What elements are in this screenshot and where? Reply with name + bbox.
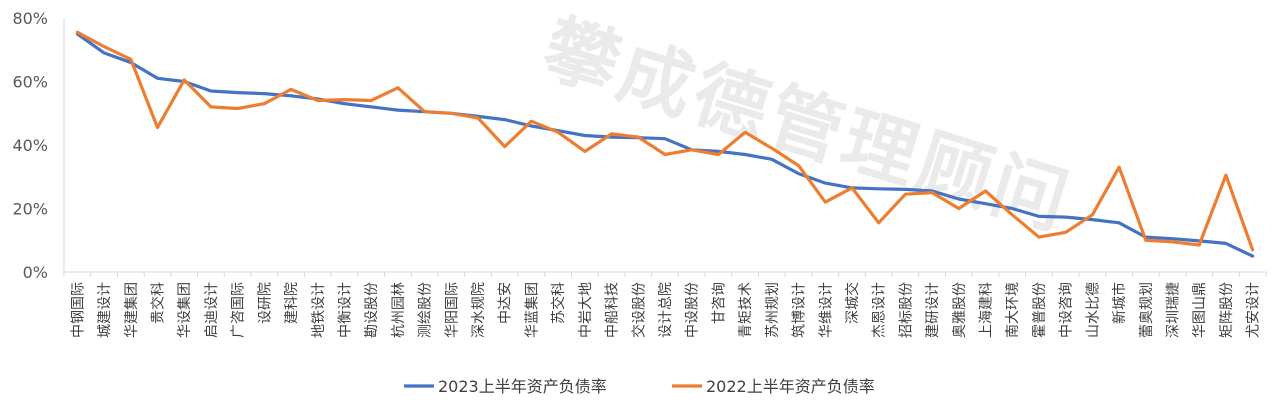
- x-tick-label: 甘咨询: [711, 282, 727, 324]
- x-tick-label: 设研院: [257, 282, 273, 324]
- x-tick-label: 新城市: [1111, 282, 1128, 324]
- x-tick-label: 中钢国际: [70, 282, 86, 338]
- x-tick-label: 华建集团: [123, 282, 140, 338]
- x-tick-label: 蕾奥规划: [1138, 282, 1155, 338]
- x-tick-label: 深圳瑞捷: [1166, 282, 1182, 338]
- legend-label: 2022上半年资产负债率: [706, 377, 875, 396]
- x-tick-label: 华阳国际: [444, 282, 460, 338]
- x-tick-label: 建研设计: [925, 282, 941, 338]
- x-tick-label: 贵交科: [149, 282, 166, 324]
- x-tick-label: 矩阵股份: [1219, 282, 1235, 338]
- series-line-2022: [75, 30, 1255, 252]
- x-tick-label: 尤安设计: [1246, 282, 1262, 338]
- x-tick-label: 广咨国际: [231, 282, 247, 338]
- x-tick-label: 勘设股份: [364, 282, 380, 338]
- x-tick-label: 华维设计: [818, 282, 834, 338]
- x-tick-label: 中船科技: [605, 282, 621, 338]
- x-tick-label: 筑博设计: [791, 282, 808, 338]
- x-tick-label: 中衡设计: [337, 282, 353, 338]
- x-tick-label: 山水比德: [1085, 282, 1101, 338]
- x-tick-label: 中设咨询: [1059, 282, 1075, 338]
- x-tick-label: 青矩技术: [738, 282, 754, 338]
- x-tick-label: 杰恩设计: [872, 282, 888, 338]
- y-tick-label: 80%: [12, 9, 48, 28]
- y-tick-label: 40%: [12, 136, 48, 155]
- legend-label: 2023上半年资产负债率: [438, 377, 607, 396]
- x-tick-label: 奥雅股份: [951, 282, 968, 338]
- y-tick-label: 20%: [12, 200, 48, 219]
- series-line-2023: [75, 32, 1255, 258]
- x-tick-label: 深城交: [844, 282, 861, 324]
- x-tick-label: 霍普股份: [1032, 282, 1048, 338]
- x-tick-label: 地铁设计: [311, 282, 327, 338]
- x-tick-label: 上海建科: [979, 282, 995, 338]
- x-tick-label: 启迪设计: [204, 282, 220, 338]
- series-layer: [75, 30, 1255, 258]
- x-tick-label: 苏州规划: [765, 282, 781, 338]
- y-tick-label: 60%: [12, 73, 48, 92]
- x-tick-label: 测绘股份: [418, 282, 434, 338]
- legend: 2023上半年资产负债率 2022上半年资产负债率: [404, 377, 875, 396]
- x-tick-label: 交设股份: [630, 282, 647, 338]
- x-tick-label: 深水规院: [471, 282, 487, 338]
- x-tick-label: 华蓝集团: [523, 282, 540, 338]
- x-tick-label: 建科院: [284, 282, 300, 324]
- x-tick-label: 苏交科: [550, 282, 567, 324]
- x-tick-label: 杭州园林: [391, 282, 407, 338]
- watermark: 攀成德管理顾问: [534, 5, 1081, 247]
- x-tick-label: 华设集团: [176, 282, 193, 338]
- y-tick-label: 0%: [23, 263, 48, 282]
- x-tick-label: 城建设计: [97, 282, 113, 338]
- axes: 0% 20% 40% 60% 80% 中钢国际 城建设计 华建集团 贵交科 华设集团 启迪设计 广咨国…: [12, 9, 1267, 338]
- x-tick-label: 中设股份: [685, 282, 701, 338]
- x-tick-label: 中达安: [498, 282, 514, 324]
- x-tick-label: 招标股份: [898, 282, 914, 338]
- x-tick-label: 南大环境: [1005, 282, 1021, 338]
- x-tick-label: 华图山鼎: [1192, 282, 1208, 338]
- x-tick-label: 中岩大地: [578, 282, 594, 338]
- x-tick-label: 设计总院: [658, 282, 674, 338]
